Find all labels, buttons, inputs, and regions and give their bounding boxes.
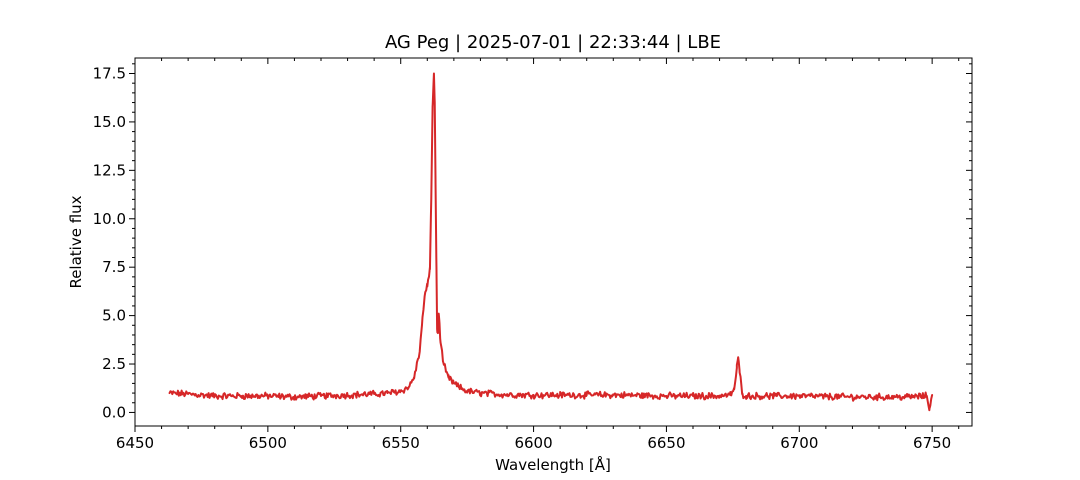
- y-axis-label: Relative flux: [67, 195, 85, 288]
- y-tick-label: 0.0: [102, 403, 126, 421]
- y-tick-label: 7.5: [102, 258, 126, 276]
- y-tick-label: 15.0: [93, 113, 126, 131]
- series-layer: [168, 72, 934, 412]
- x-tick-label: 6750: [913, 434, 951, 452]
- y-tick-label: 17.5: [93, 64, 126, 82]
- x-tick-label: 6600: [514, 434, 552, 452]
- series-line: [168, 72, 934, 412]
- x-axis-label: Wavelength [Å]: [495, 455, 611, 474]
- x-tick-label: 6500: [249, 434, 287, 452]
- y-tick-label: 5.0: [102, 307, 126, 325]
- chart-title: AG Peg | 2025-07-01 | 22:33:44 | LBE: [385, 32, 721, 53]
- x-tick-label: 6650: [647, 434, 685, 452]
- x-tick-label: 6450: [116, 434, 154, 452]
- y-tick-label: 10.0: [93, 210, 126, 228]
- plot-area: [134, 57, 973, 427]
- x-tick-label: 6550: [382, 434, 420, 452]
- y-tick-label: 2.5: [102, 355, 126, 373]
- x-tick-label: 6700: [780, 434, 818, 452]
- y-axis: 0.0 2.5 5.0 7.5 10.0 12.5 15.0 17.5: [93, 63, 972, 421]
- y-tick-label: 12.5: [93, 161, 126, 179]
- x-axis: 6450 6500 6550 6600 6650 6700 6750: [116, 58, 960, 452]
